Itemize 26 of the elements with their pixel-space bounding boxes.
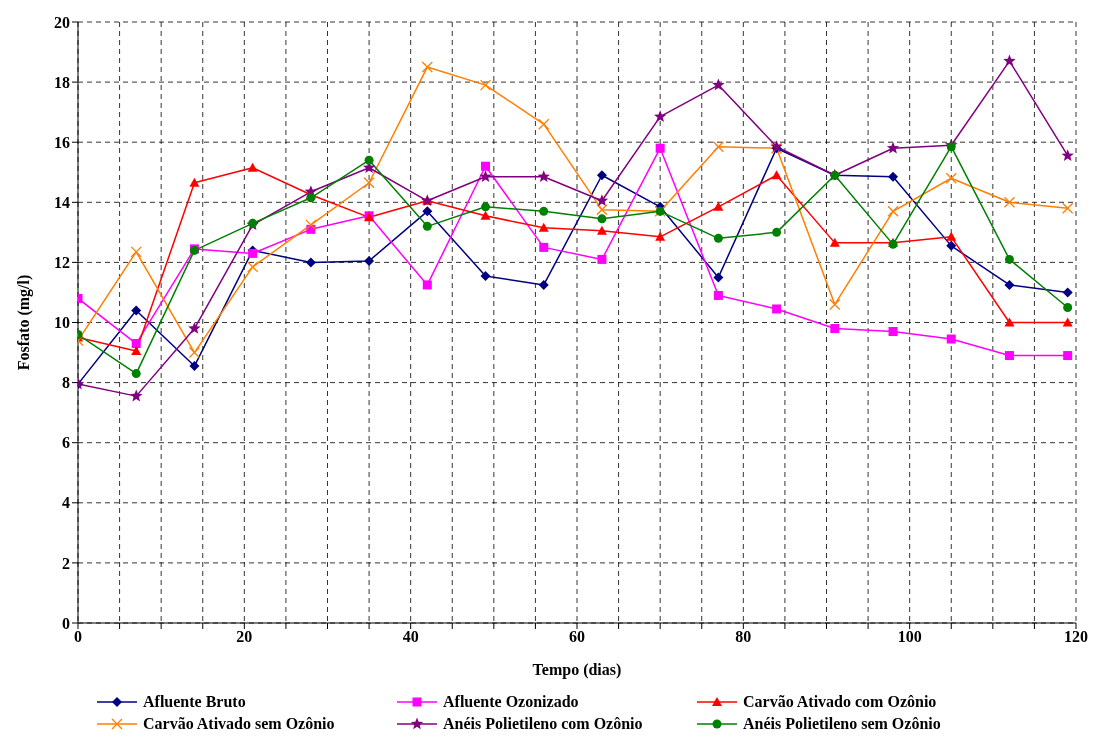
x-tick-label: 120 <box>1064 628 1088 646</box>
legend-label: Carvão Ativado sem Ozônio <box>143 715 335 733</box>
y-tick-label: 8 <box>62 374 70 392</box>
y-tick-label: 4 <box>62 494 70 512</box>
x-tick-label: 0 <box>74 628 82 646</box>
y-tick-label: 12 <box>54 254 70 272</box>
x-tick-label: 100 <box>897 628 922 646</box>
y-tick-label: 0 <box>62 614 70 632</box>
y-tick-label: 20 <box>54 13 70 31</box>
y-tick-label: 16 <box>54 133 70 151</box>
x-tick-label: 40 <box>402 628 419 646</box>
y-tick-label: 10 <box>54 314 70 332</box>
y-tick-label: 6 <box>62 434 70 452</box>
legend-label: Afluente Ozonizado <box>443 693 579 711</box>
y-axis-title: Fosfato (mg/l) <box>14 274 33 371</box>
y-tick-label: 2 <box>62 554 70 572</box>
x-axis-title: Tempo (dias) <box>532 661 622 679</box>
y-tick-label: 14 <box>54 193 70 211</box>
legend-label: Anéis Polietileno sem Ozônio <box>743 715 941 733</box>
x-tick-label: 20 <box>236 628 253 646</box>
x-tick-label: 80 <box>735 628 752 646</box>
legend-label: Afluente Bruto <box>143 693 246 711</box>
legend-label: Carvão Ativado com Ozônio <box>743 693 937 711</box>
legend-label: Anéis Polietileno com Ozônio <box>443 715 643 733</box>
x-tick-label: 60 <box>569 628 585 646</box>
y-tick-label: 18 <box>54 73 70 91</box>
